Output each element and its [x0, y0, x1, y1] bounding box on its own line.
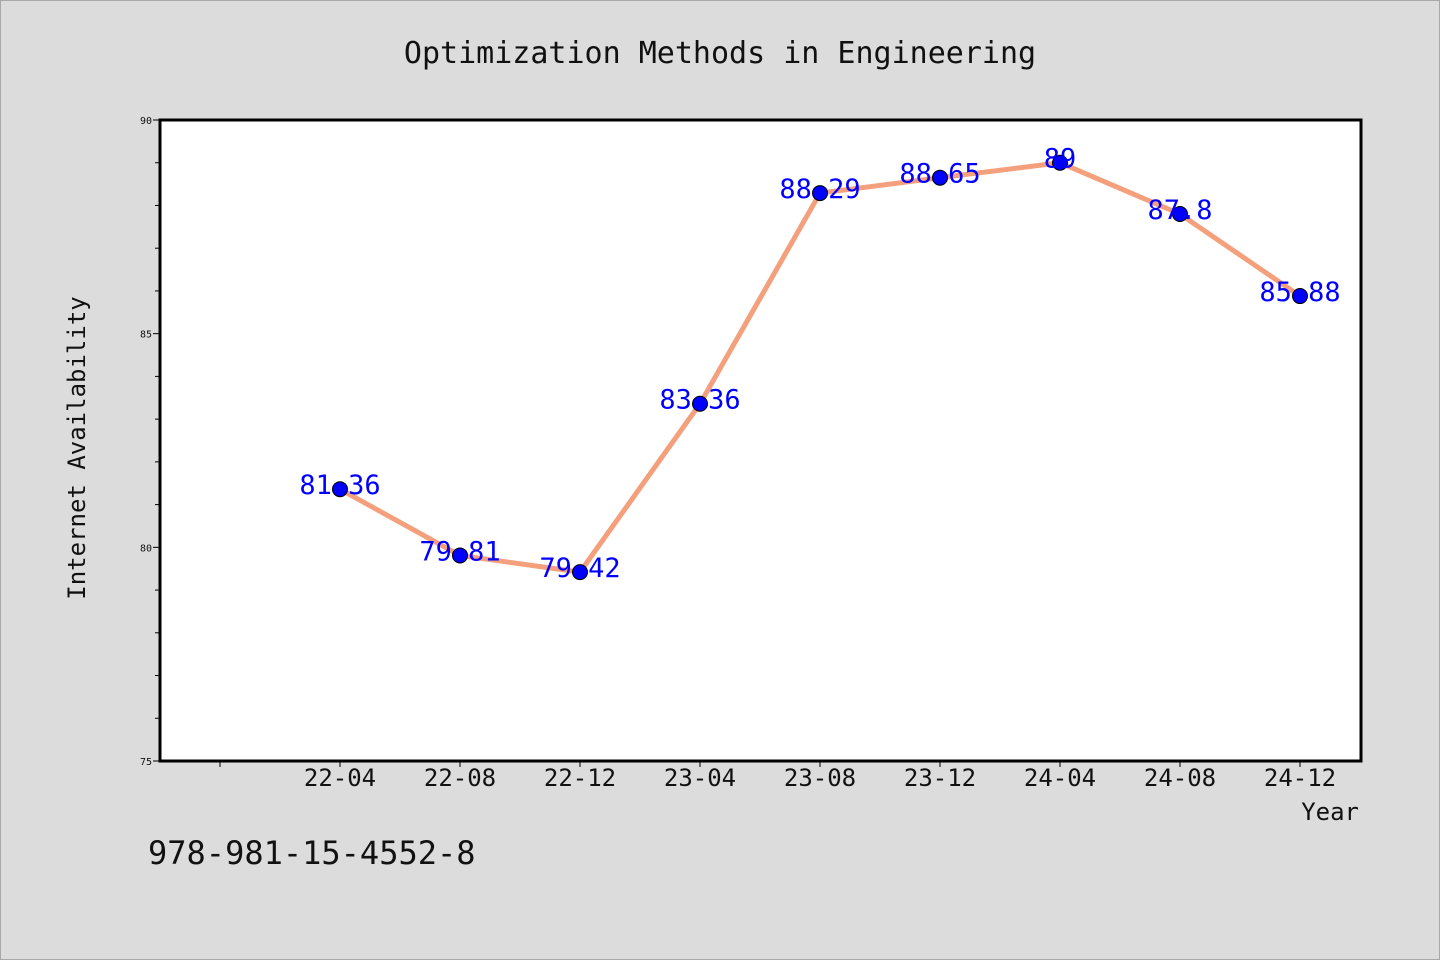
x-tick-label: 22-04 — [304, 764, 376, 792]
series-group: 81.36 79.81 79.42 83.36 88.29 88.65 89 87.8 85.8… — [299, 144, 1340, 584]
x-tick-label: 23-08 — [784, 764, 856, 792]
y-axis: 75 80 85 90 — [140, 116, 160, 768]
data-point — [1172, 206, 1188, 223]
x-tick-label: 24-04 — [1024, 764, 1096, 792]
data-point — [332, 481, 348, 498]
x-axis: 22-04 22-08 22-12 23-04 23-08 23-12 24-04 24-08… — [219, 761, 1336, 792]
x-axis-label: Year — [1301, 798, 1359, 826]
data-label: 85.88 — [1259, 277, 1340, 308]
y-axis-label: Internet Availability — [63, 296, 91, 599]
data-point — [572, 564, 588, 581]
data-label: 88.65 — [899, 159, 980, 190]
x-tick-label: 23-04 — [664, 764, 736, 792]
data-point — [1292, 288, 1308, 305]
data-label: 81.36 — [299, 470, 380, 501]
data-label: 79.42 — [539, 553, 620, 584]
x-tick-label: 22-08 — [424, 764, 496, 792]
data-label: 89 — [1044, 144, 1077, 175]
y-tick-label: 80 — [140, 543, 152, 554]
data-point — [692, 395, 708, 412]
x-tick-label: 24-12 — [1264, 764, 1336, 792]
chart-title: Optimization Methods in Engineering — [404, 36, 1036, 71]
data-point — [812, 185, 828, 202]
plot-area — [158, 118, 1363, 763]
data-label: 83.36 — [659, 385, 740, 416]
data-point — [1052, 154, 1068, 171]
y-tick-label: 85 — [140, 330, 152, 341]
isbn-text: 978-981-15-4552-8 — [148, 834, 476, 872]
y-tick-label: 75 — [140, 757, 152, 768]
x-tick-label: 22-12 — [544, 764, 616, 792]
data-label: 87.8 — [1147, 195, 1212, 226]
data-label: 79.81 — [419, 536, 500, 567]
x-tick-label: 23-12 — [904, 764, 976, 792]
data-label: 88.29 — [779, 174, 860, 205]
data-point — [452, 547, 468, 564]
y-tick-label: 90 — [140, 116, 152, 127]
x-tick-label: 24-08 — [1144, 764, 1216, 792]
data-point — [932, 169, 948, 186]
